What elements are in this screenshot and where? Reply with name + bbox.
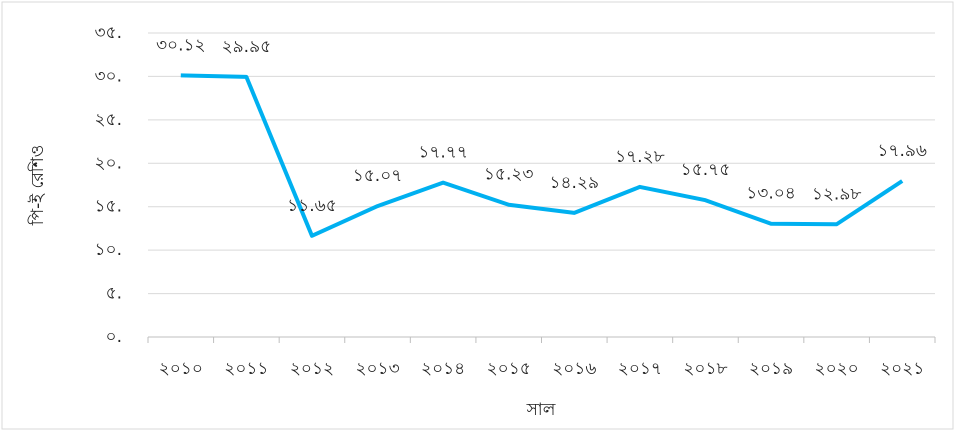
data-label: ৩০.১২: [156, 35, 206, 55]
data-label: ১১.৬৫: [287, 196, 337, 216]
data-label: ১৪.২৯: [550, 173, 600, 193]
x-axis-label: সাল: [526, 400, 556, 420]
y-axis-label: পি-ই রেশিও: [27, 145, 48, 226]
x-tick-label: ২০১৯: [749, 359, 793, 379]
x-tick-label: ২০১৬: [552, 359, 596, 379]
data-label: ১৫.০৭: [353, 166, 403, 186]
x-tick-label: ২০১০: [159, 359, 203, 379]
x-tick-label: ২০১৪: [421, 359, 465, 379]
line: [180, 73, 904, 238]
data-label: ১৭.৯৬: [877, 141, 927, 161]
y-tick-label: ২০.: [94, 153, 122, 173]
x-tick-label: ২০১১: [224, 359, 268, 379]
data-label: ১২.৯৮: [812, 184, 862, 204]
data-label: ১৩.০৪: [746, 184, 796, 204]
x-tick-label: ২০২০: [815, 359, 859, 379]
data-label: ১৫.২৩: [484, 165, 534, 185]
data-label: ১৭.৭৭: [418, 143, 468, 163]
y-tick-label: ২৫.: [95, 110, 123, 130]
y-tick-label: ৩৫.: [95, 23, 123, 43]
x-tick-label: ২০২১: [880, 359, 924, 379]
x-tick-label: ২০১৭: [618, 359, 662, 379]
data-label: ২৯.৯৫: [222, 37, 272, 57]
data-label: ১৫.৭৫: [681, 160, 731, 180]
y-tick-label: ০.: [106, 327, 122, 347]
x-tick-label: ২০১৮: [683, 359, 727, 379]
x-tick-label: ২০১৩: [355, 359, 399, 379]
x-tick-label: ২০১৫: [487, 359, 531, 379]
x-tick-label: ২০১২: [290, 359, 334, 379]
data-label: ১৭.২৮: [615, 147, 665, 167]
y-tick-label: ১৫.: [95, 197, 122, 217]
y-tick-label: ১০.: [95, 240, 123, 260]
y-tick-label: ৫.: [106, 284, 122, 304]
y-tick-label: ৩০.: [94, 66, 122, 86]
